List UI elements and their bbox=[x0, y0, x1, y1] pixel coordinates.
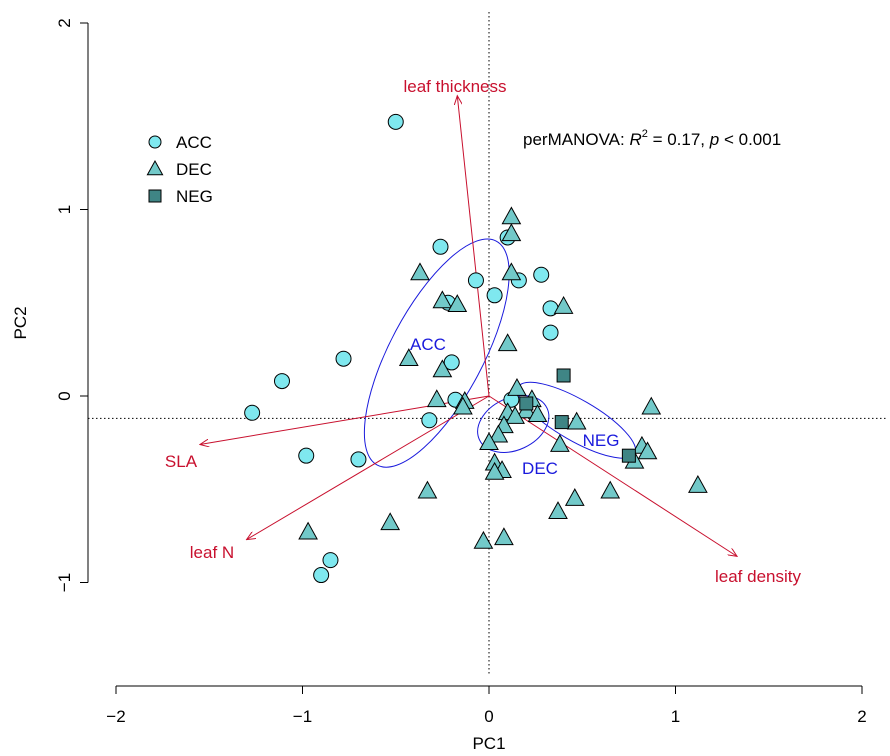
x-tick-label: 0 bbox=[484, 707, 493, 726]
point-dec bbox=[501, 223, 522, 242]
annotation-suffix: < 0.001 bbox=[719, 130, 781, 149]
loading-vectors bbox=[200, 96, 737, 557]
group-label-dec: DEC bbox=[522, 459, 558, 478]
legend-label-neg: NEG bbox=[176, 187, 213, 206]
point-dec bbox=[497, 333, 518, 352]
point-dec bbox=[398, 348, 419, 367]
point-dec bbox=[432, 359, 453, 378]
point-acc bbox=[313, 567, 330, 584]
point-acc bbox=[322, 552, 339, 569]
annotation-r: R bbox=[629, 130, 641, 149]
y-tick-label: 1 bbox=[55, 205, 74, 214]
legend-marker-dec bbox=[146, 159, 164, 176]
group-label-acc: ACC bbox=[410, 335, 446, 354]
point-neg bbox=[519, 396, 534, 411]
point-dec bbox=[410, 262, 430, 281]
point-dec bbox=[484, 461, 505, 480]
point-neg bbox=[554, 415, 569, 430]
annotation-prefix: perMANOVA: bbox=[523, 130, 629, 149]
point-acc bbox=[421, 412, 438, 429]
group-label-neg: NEG bbox=[583, 431, 620, 450]
point-acc bbox=[533, 266, 550, 283]
point-dec bbox=[637, 441, 658, 460]
annotation-mid: = 0.17, bbox=[648, 130, 710, 149]
point-dec bbox=[553, 295, 574, 314]
point-acc bbox=[273, 373, 290, 390]
point-dec bbox=[527, 404, 548, 422]
chart-labels: leaf thickness SLA leaf N leaf density ACC DE… bbox=[165, 77, 802, 586]
vector-leaf-density bbox=[488, 395, 737, 556]
point-dec bbox=[641, 396, 662, 415]
annotation-p: p bbox=[709, 130, 719, 149]
point-dec bbox=[417, 480, 438, 499]
point-acc bbox=[432, 238, 449, 255]
point-dec bbox=[501, 206, 522, 225]
permanova-annotation: perMANOVA: R2 = 0.17, p < 0.001 bbox=[523, 128, 781, 149]
point-dec bbox=[501, 262, 522, 281]
x-axis-title: PC1 bbox=[472, 734, 505, 753]
point-dec bbox=[688, 474, 708, 493]
annotation-sup: 2 bbox=[642, 128, 648, 140]
point-dec bbox=[426, 389, 447, 408]
point-dec bbox=[507, 378, 527, 396]
vector-label-leaf-n: leaf N bbox=[190, 543, 234, 562]
point-acc bbox=[443, 354, 460, 371]
point-dec bbox=[298, 521, 318, 540]
point-dec bbox=[473, 530, 494, 549]
ellipse-acc bbox=[363, 238, 510, 468]
legend-label-acc: ACC bbox=[176, 133, 212, 152]
vector-label-leaf-density: leaf density bbox=[715, 567, 801, 586]
vector-label-sla: SLA bbox=[165, 452, 198, 471]
y-axis: −1 0 1 2 bbox=[55, 18, 89, 592]
point-dec bbox=[479, 432, 499, 450]
vector-label-leaf-thickness: leaf thickness bbox=[404, 77, 507, 96]
y-tick-label: −1 bbox=[55, 573, 74, 592]
point-acc bbox=[387, 113, 404, 130]
point-dec bbox=[564, 488, 585, 506]
x-tick-label: 1 bbox=[671, 707, 680, 726]
point-acc bbox=[542, 324, 559, 341]
point-acc bbox=[467, 272, 484, 289]
legend-marker-neg bbox=[148, 189, 162, 203]
point-dec bbox=[548, 501, 568, 519]
point-dec bbox=[505, 405, 525, 424]
point-neg bbox=[621, 448, 636, 463]
point-dec bbox=[566, 411, 587, 430]
point-acc bbox=[486, 287, 503, 304]
x-tick-label: −1 bbox=[293, 707, 312, 726]
x-tick-label: −2 bbox=[106, 707, 125, 726]
legend-marker-acc bbox=[148, 135, 162, 149]
vector-leaf-n bbox=[247, 395, 490, 540]
point-dec bbox=[432, 290, 453, 309]
point-dec bbox=[600, 480, 621, 499]
legend-label-dec: DEC bbox=[176, 160, 212, 179]
y-tick-label: 2 bbox=[55, 18, 74, 27]
legend: ACC DEC NEG bbox=[146, 133, 213, 206]
point-dec bbox=[494, 527, 514, 546]
point-acc bbox=[335, 350, 352, 367]
data-points bbox=[244, 113, 708, 584]
point-acc bbox=[350, 451, 367, 468]
x-axis: −2 −1 0 1 2 bbox=[106, 685, 867, 726]
point-dec bbox=[453, 396, 473, 415]
y-axis-title: PC2 bbox=[11, 306, 30, 339]
ellipse-dec bbox=[477, 395, 550, 453]
point-acc bbox=[244, 404, 261, 421]
point-dec bbox=[380, 512, 401, 531]
point-acc bbox=[298, 447, 315, 464]
point-dec bbox=[488, 424, 509, 443]
vector-sla bbox=[200, 395, 490, 444]
point-dec bbox=[549, 433, 570, 452]
x-tick-label: 2 bbox=[857, 707, 866, 726]
vector-leaf-thickness bbox=[457, 96, 490, 397]
point-neg bbox=[556, 368, 571, 383]
y-tick-label: 0 bbox=[55, 391, 74, 400]
point-dec bbox=[447, 294, 468, 312]
